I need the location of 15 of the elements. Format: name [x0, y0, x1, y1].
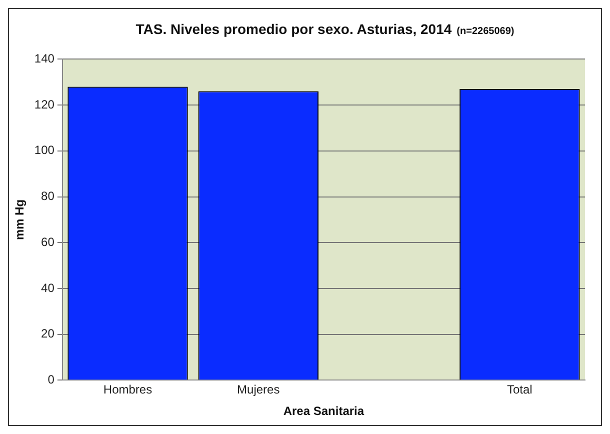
y-tick-label: 20: [41, 326, 55, 341]
y-tick-label: 60: [41, 234, 55, 249]
y-tick-label: 40: [41, 280, 55, 295]
chart-title: TAS. Niveles promedio por sexo. Asturias, 2014: [136, 21, 452, 37]
chart-subtitle: (n=2265069): [456, 26, 514, 37]
x-tick-label: Mujeres: [237, 382, 280, 397]
x-axis-title: Area Sanitaria: [283, 404, 364, 418]
y-tick-label: 140: [34, 52, 55, 66]
y-tick-label: 100: [34, 143, 55, 158]
x-tick-label: Total: [507, 382, 532, 397]
y-tick-label: 80: [41, 189, 55, 204]
y-axis-title: mm Hg: [12, 199, 27, 240]
x-tick-label: Hombres: [103, 382, 152, 397]
y-tick-label: 0: [48, 372, 55, 387]
y-tick-label: 120: [34, 97, 55, 112]
